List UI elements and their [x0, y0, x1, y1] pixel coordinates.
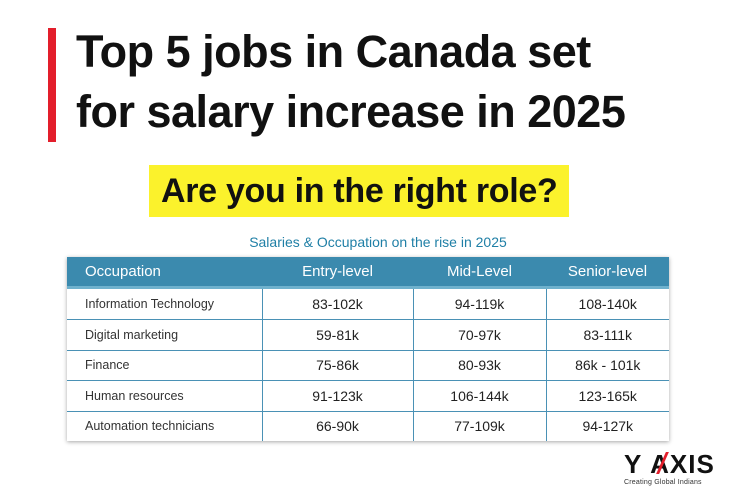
subheadline: Are you in the right role? — [149, 165, 570, 217]
senior-salary-cell: 108-140k — [546, 287, 669, 321]
table-header-row: Occupation Entry-level Mid-Level Senior-… — [67, 257, 669, 289]
page-title-line-2: for salary increase in 2025 — [76, 86, 626, 137]
page-title: Top 5 jobs in Canada set for salary incr… — [76, 22, 626, 142]
table-row: Finance 75-86k 80-93k 86k - 101k — [67, 350, 669, 382]
header-senior-level: Senior-level — [546, 257, 669, 289]
occupation-cell: Finance — [67, 350, 263, 382]
senior-salary-cell: 94-127k — [582, 418, 634, 435]
mid-salary-cell: 94-119k — [413, 287, 547, 321]
entry-salary-cell: 59-81k — [262, 319, 414, 351]
table-row: Automation technicians 66-90k 77-109k 94… — [67, 411, 669, 441]
senior-salary-cell: 83-111k — [546, 319, 669, 351]
entry-salary-cell: 91-123k — [262, 380, 414, 412]
logo-tagline: Creating Global Indians — [624, 479, 702, 486]
logo-wordmark: AXIS — [650, 451, 715, 477]
senior-salary-cell: 86k - 101k — [546, 350, 669, 382]
headline-accent-bar — [48, 28, 56, 142]
header-occupation: Occupation — [67, 257, 262, 289]
mid-salary-cell: 77-109k — [413, 411, 547, 441]
occupation-cell: Human resources — [67, 380, 263, 412]
y-axis-logo-icon: Y AXIS — [624, 451, 734, 477]
table-row: Human resources 91-123k 106-144k 123-165… — [67, 380, 669, 412]
header-entry-level: Entry-level — [262, 257, 413, 289]
table-row: Digital marketing 59-81k 70-97k 83-111k — [67, 319, 669, 351]
header-mid-level: Mid-Level — [413, 257, 546, 289]
entry-salary-cell: 75-86k — [262, 350, 414, 382]
senior-salary-cell: 123-165k — [546, 380, 669, 412]
page-title-line-1: Top 5 jobs in Canada set — [76, 26, 591, 77]
mid-salary-cell: 80-93k — [413, 350, 547, 382]
entry-salary-cell: 83-102k — [262, 287, 414, 321]
occupation-cell: Automation technicians — [67, 411, 263, 441]
mid-salary-cell: 106-144k — [413, 380, 547, 412]
occupation-cell: Digital marketing — [67, 319, 263, 351]
y-axis-logo: Y AXIS Creating Global Indians — [624, 451, 734, 486]
table-row: Information Technology 83-102k 94-119k 1… — [67, 287, 669, 321]
occupation-cell: Information Technology — [67, 287, 263, 321]
entry-salary-cell: 66-90k — [262, 411, 414, 441]
mid-salary-cell: 70-97k — [413, 319, 547, 351]
logo-letter-y: Y — [624, 449, 642, 479]
table-title: Salaries & Occupation on the rise in 202… — [249, 234, 507, 250]
salary-table-container: Occupation Entry-level Mid-Level Senior-… — [67, 257, 669, 441]
salary-table: Occupation Entry-level Mid-Level Senior-… — [67, 257, 669, 441]
